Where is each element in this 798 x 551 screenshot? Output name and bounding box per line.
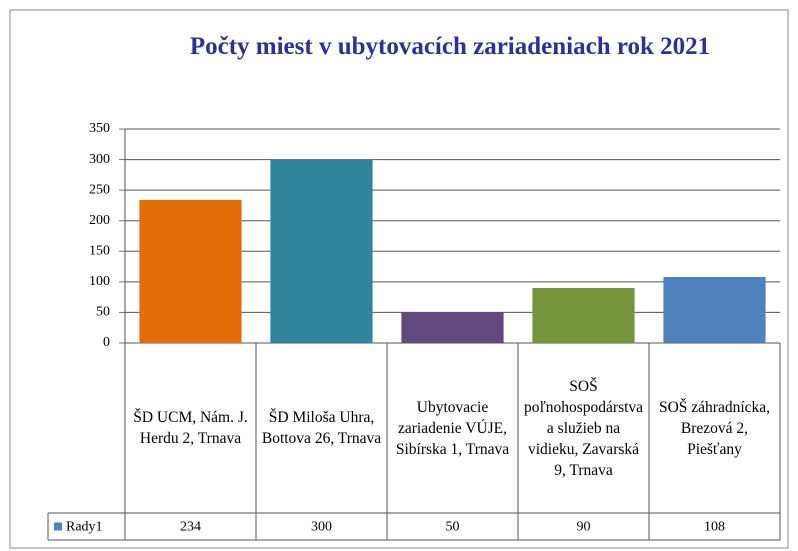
- bar: [663, 276, 766, 343]
- category-label: SOŠ záhradnícka, Brezová 2, Piešťany: [658, 398, 771, 458]
- legend-swatch: [54, 522, 62, 531]
- y-tick-label: 100: [89, 274, 110, 289]
- data-table-value: 234: [180, 520, 201, 535]
- bar: [270, 159, 373, 343]
- data-table-value: 300: [311, 520, 332, 535]
- y-tick-label: 300: [89, 152, 110, 167]
- y-tick-label: 150: [89, 244, 110, 259]
- y-tick-label: 250: [89, 182, 110, 197]
- category-label: ŠD Miloša Uhra, Bottova 26, Trnava: [261, 409, 382, 447]
- category-label: SOŠ poľnohospodárstva a služieb na vidie…: [523, 377, 644, 479]
- category-label: Ubytovacie zariadenie VÚJE, Sibírska 1, …: [395, 398, 510, 458]
- chart-title: Počty miest v ubytovacích zariadeniach r…: [189, 33, 711, 60]
- y-tick-label: 200: [89, 213, 110, 228]
- y-tick-label: 350: [89, 121, 110, 136]
- category-label: ŠD UCM, Nám. J. Herdu 2, Trnava: [133, 409, 248, 447]
- data-table-value: 90: [577, 520, 591, 535]
- bar: [401, 312, 504, 343]
- data-table-value: 50: [446, 520, 460, 535]
- data-table-value: 108: [704, 520, 725, 535]
- y-tick-label: 50: [96, 305, 110, 320]
- bar: [139, 199, 242, 343]
- bar: [532, 287, 635, 343]
- chart-frame: [9, 9, 789, 549]
- legend-label: Rady1: [66, 520, 103, 535]
- y-tick-label: 0: [103, 335, 110, 350]
